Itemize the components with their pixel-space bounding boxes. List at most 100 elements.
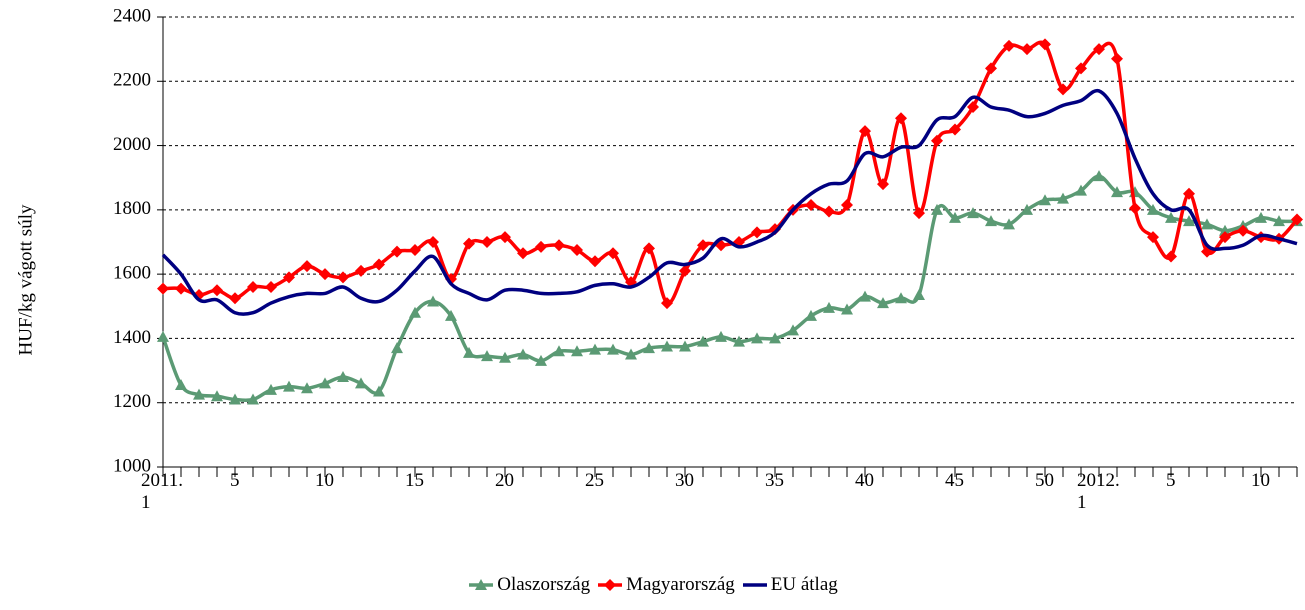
- point: [1021, 43, 1033, 56]
- point: [301, 260, 313, 273]
- point: [931, 134, 943, 147]
- x-tick-label: 2012. 1: [1077, 470, 1120, 513]
- point: [1237, 224, 1249, 237]
- point: [1165, 211, 1177, 223]
- point: [1111, 186, 1123, 198]
- point: [967, 101, 979, 113]
- point: [445, 309, 457, 321]
- x-tick-label: 10: [315, 470, 334, 491]
- point: [841, 303, 853, 315]
- point: [409, 306, 421, 318]
- point: [1201, 218, 1213, 230]
- point: [805, 199, 817, 212]
- legend-item: Olaszország: [467, 574, 590, 596]
- y-tick-label: 2200: [113, 70, 151, 91]
- legend-label: Magyarország: [626, 574, 735, 595]
- point: [949, 123, 961, 136]
- point: [373, 258, 385, 271]
- legend-swatch: [598, 579, 623, 591]
- x-tick-label: 5: [230, 470, 240, 491]
- point: [427, 295, 439, 307]
- y-tick-label: 1200: [113, 391, 151, 412]
- point: [355, 264, 367, 277]
- point: [697, 335, 709, 347]
- point: [859, 125, 871, 138]
- y-tick-label: 1400: [113, 327, 151, 348]
- point: [679, 340, 691, 352]
- point: [1165, 250, 1177, 263]
- legend-label: EU átlag: [770, 574, 838, 595]
- point: [949, 211, 961, 223]
- point: [481, 350, 493, 362]
- point: [247, 281, 259, 293]
- point: [301, 382, 313, 394]
- point: [1093, 43, 1105, 56]
- point: [463, 237, 475, 250]
- point: [967, 207, 979, 219]
- legend-label: Olaszország: [497, 574, 591, 595]
- point: [283, 380, 295, 392]
- y-axis-label: HUF/kg vágott súly: [15, 204, 36, 355]
- x-tick-label: 5: [1166, 470, 1176, 491]
- point: [1147, 231, 1159, 244]
- point: [283, 271, 295, 284]
- point: [337, 371, 349, 382]
- point: [463, 346, 475, 358]
- point: [1057, 192, 1069, 204]
- point: [895, 292, 907, 304]
- x-tick-label: 20: [495, 470, 514, 491]
- point: [409, 244, 421, 257]
- point: [1255, 211, 1267, 223]
- point: [715, 330, 727, 342]
- x-tick-label: 10: [1251, 470, 1270, 491]
- point: [985, 215, 997, 227]
- point: [427, 236, 439, 248]
- point: [157, 282, 169, 295]
- x-tick-label: 50: [1035, 470, 1054, 491]
- point: [499, 231, 511, 244]
- y-tick-label: 1800: [113, 198, 151, 219]
- point: [571, 345, 583, 357]
- point: [823, 205, 835, 218]
- point: [1219, 224, 1231, 236]
- point: [1021, 203, 1033, 215]
- point: [751, 226, 763, 239]
- point: [1183, 187, 1195, 200]
- point: [1129, 202, 1141, 215]
- point: [877, 178, 889, 191]
- point: [265, 281, 277, 293]
- point: [319, 268, 331, 281]
- point: [535, 240, 547, 253]
- legend-swatch: [742, 583, 767, 587]
- point: [211, 390, 223, 402]
- series-line: [161, 88, 1298, 316]
- series-line: [161, 174, 1298, 403]
- point: [1093, 170, 1105, 182]
- point: [607, 247, 619, 260]
- point: [535, 354, 547, 366]
- point: [193, 388, 205, 400]
- point: [769, 223, 781, 236]
- point: [355, 377, 367, 389]
- y-tick-label: 2000: [113, 134, 151, 155]
- point: [643, 242, 655, 255]
- x-tick-label: 35: [765, 470, 784, 491]
- point: [229, 292, 241, 305]
- point: [553, 239, 565, 252]
- point: [661, 340, 673, 352]
- point: [1003, 39, 1015, 52]
- point: [1183, 215, 1195, 227]
- point: [211, 284, 223, 297]
- point: [859, 290, 871, 302]
- point: [517, 348, 529, 360]
- x-tick-label: 30: [675, 470, 694, 491]
- point: [823, 301, 835, 313]
- point: [373, 385, 385, 397]
- legend-marker: [475, 579, 488, 590]
- x-tick-label: 25: [585, 470, 604, 491]
- point: [625, 348, 637, 360]
- point: [175, 379, 187, 391]
- point: [895, 112, 907, 125]
